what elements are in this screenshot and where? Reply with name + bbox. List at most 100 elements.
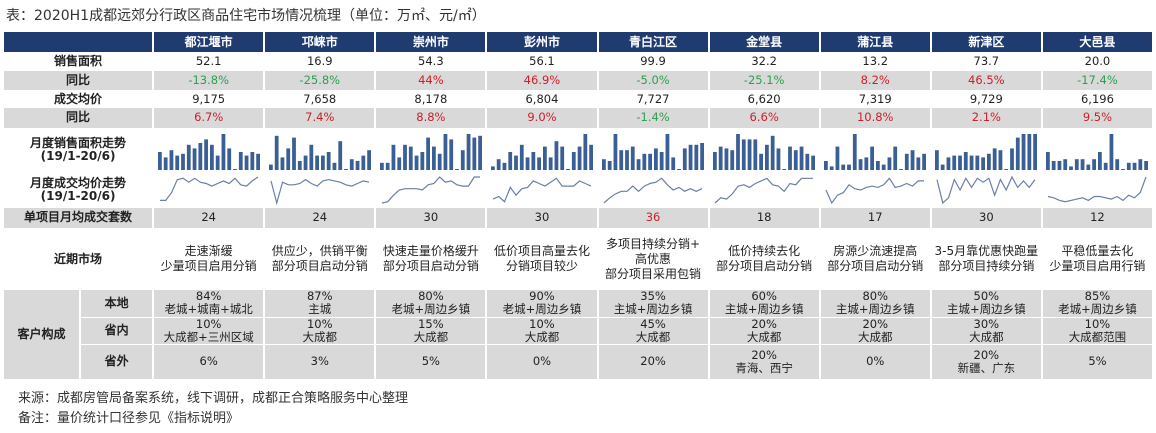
area-bar: [460, 150, 465, 171]
customers-outside-cell: 5%: [1041, 344, 1155, 380]
market-cell: 低价持续去化 部分项目启动分销: [708, 228, 821, 290]
area-bar: [870, 146, 875, 171]
customer-line: 老城+周边乡镇: [1058, 302, 1137, 317]
source-note: 来源：成都房管局备案系统，线下调研，成都正合策略服务中心整理: [18, 391, 409, 406]
avg_price-cell: 7,319: [819, 90, 932, 108]
customer-line: 20%: [973, 347, 1000, 362]
monthly_area-sparkline-cell: [819, 128, 932, 172]
monthly_area-sparkline-cell: [264, 128, 377, 172]
customer-line: 20%: [751, 316, 777, 331]
area-bar: [157, 152, 162, 171]
area-bar: [531, 152, 536, 171]
sales_area_yoy-cell: 44%: [375, 71, 488, 91]
market-line: 供应少，供销平衡: [271, 244, 368, 259]
market-line: 高优惠: [635, 251, 672, 266]
customer-line: 50%: [973, 289, 1000, 304]
avg_price_yoy-cell: 9.5%: [1041, 108, 1155, 129]
customer-line: 老城+周边乡镇: [391, 302, 471, 317]
area-bar: [402, 145, 407, 171]
area-bar: [1010, 148, 1015, 171]
avg_price-cell: 6,196: [1041, 90, 1155, 108]
area-bar: [496, 159, 501, 171]
monthly_price-sparkline-cell: [264, 172, 377, 208]
area-bar: [776, 148, 781, 171]
area-bar: [905, 154, 909, 171]
area-bar: [805, 154, 810, 171]
area-bar: [747, 139, 752, 171]
area-bar: [1027, 134, 1032, 171]
area-bar: [1138, 159, 1143, 171]
price-line-sparkline: [714, 177, 814, 204]
area-bar: [408, 146, 413, 171]
units-cell: 30: [375, 208, 488, 229]
market-line: 平稳低量去化: [1061, 244, 1134, 259]
area-bar: [736, 134, 741, 171]
price-line: [936, 175, 1036, 205]
customer-line: 35%: [640, 289, 666, 304]
area-bar: [770, 136, 775, 171]
area-bar: [730, 150, 735, 171]
market-line: 快速走量价格缓升: [382, 244, 479, 259]
area-bar: [952, 155, 957, 171]
district-header: 邛崃市: [264, 32, 377, 52]
area-bar: [508, 152, 513, 171]
market-line: 少量项目启用行销: [1049, 259, 1146, 274]
area-bar: [799, 146, 804, 171]
sales_area-cell: 16.9: [264, 52, 377, 71]
customer-line: 60%: [751, 289, 777, 304]
sales_area_yoy-cell: -17.4%: [1041, 71, 1155, 91]
customer-line: 20%: [862, 316, 889, 331]
area-bar: [186, 145, 191, 171]
area-bar: [841, 164, 846, 171]
customers-province-cell: 45% 大成都: [597, 317, 710, 345]
customers-outside-cell: 0%: [486, 344, 599, 380]
area-bar: [566, 169, 570, 171]
units-cell: 17: [819, 208, 932, 229]
market-line: 多项目持续分销+: [606, 236, 701, 251]
monthly_price-sparkline-cell: [486, 172, 599, 208]
area-bar: [958, 155, 963, 171]
customer-line: 大成都: [302, 329, 338, 344]
area-bar: [753, 139, 758, 171]
monthly_area-label: 月度销售面积走势 (19/1-20/6): [4, 128, 155, 172]
area-bar: [1016, 137, 1020, 171]
monthly_area-sparkline-cell: [375, 128, 488, 172]
area-bar: [397, 157, 401, 171]
customers-local-cell: 90% 老城+周边乡镇: [486, 290, 599, 318]
area-bar: [502, 163, 507, 171]
remark-note: 备注：量价统计口径参见《指标说明》: [18, 411, 240, 426]
market-line: 部分项目持续分销: [938, 259, 1035, 274]
customer-line: 青海、西宁: [735, 360, 793, 375]
area-bar: [1063, 159, 1068, 171]
avg_price-cell: 6,620: [708, 90, 821, 108]
area-bar: [314, 155, 319, 171]
area-bar: [274, 136, 279, 171]
customer-line: 大成都: [524, 329, 560, 344]
monthly_price-sparkline-cell: [708, 172, 821, 208]
district-header: 崇州市: [375, 32, 488, 52]
area-bar: [326, 152, 331, 171]
area-bar: [788, 146, 793, 171]
area-bar: [694, 145, 699, 171]
area-bar: [238, 152, 243, 171]
monthly_price-title: 月度成交均价走势: [30, 176, 127, 190]
monthly_area-sparkline-cell: [1041, 128, 1155, 172]
area-bar: [338, 141, 342, 171]
area-bar: [379, 163, 384, 171]
price-line: [159, 176, 259, 201]
customers-province-cell: 10% 大成都+三州区域: [153, 317, 266, 345]
monthly_area-sparkline-cell: [486, 128, 599, 172]
area-bar: [1004, 169, 1009, 171]
avg_price_yoy-cell: 6.6%: [708, 108, 821, 129]
customer-line: 主城+周边乡镇: [613, 302, 693, 317]
area-bar: [472, 137, 477, 171]
area-bar: [449, 139, 453, 171]
area-bar: [969, 155, 974, 171]
area-bar: [291, 137, 296, 171]
avg_price-cell: 9,729: [930, 90, 1043, 108]
area-bar: [227, 148, 231, 171]
area-bar: [192, 148, 197, 171]
market-line: 部分项目启动分销: [382, 259, 479, 274]
area-bar: [899, 169, 904, 171]
area-bar: [466, 134, 471, 171]
